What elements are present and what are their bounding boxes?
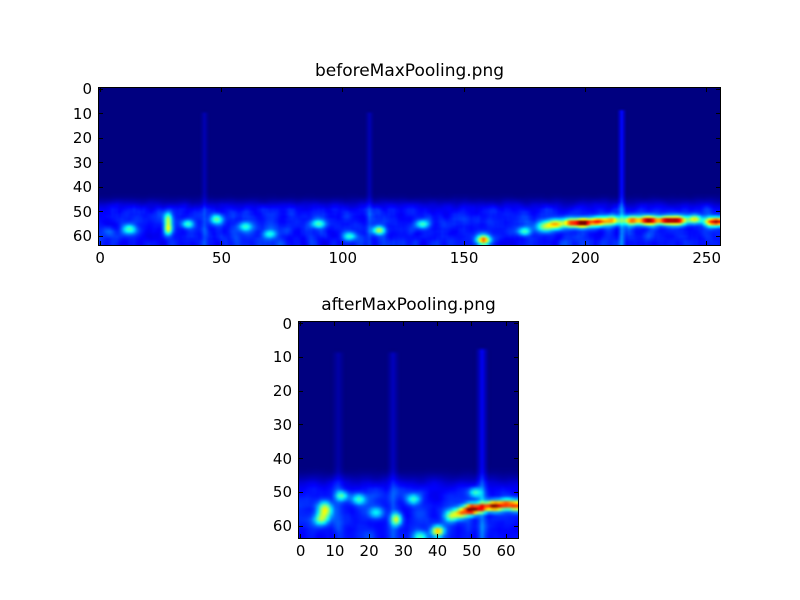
x-tick-mark bbox=[342, 241, 344, 245]
plot-title-after: afterMaxPooling.png bbox=[321, 295, 496, 315]
y-tick-mark bbox=[299, 390, 303, 392]
y-tick-label: 50 bbox=[72, 202, 92, 221]
x-tick-mark bbox=[463, 88, 465, 92]
x-tick-label: 250 bbox=[692, 249, 721, 267]
y-tick-label: 0 bbox=[82, 80, 92, 99]
y-tick-label: 20 bbox=[272, 382, 292, 401]
x-tick-mark bbox=[471, 534, 473, 538]
x-tick-mark bbox=[437, 534, 439, 538]
x-tick-mark bbox=[505, 534, 507, 538]
x-tick-mark bbox=[334, 534, 336, 538]
y-tick-mark bbox=[514, 525, 518, 527]
x-tick-mark bbox=[368, 534, 370, 538]
x-tick-label: 30 bbox=[393, 542, 413, 560]
y-tick-mark bbox=[99, 113, 103, 115]
y-tick-mark bbox=[299, 458, 303, 460]
y-tick-mark bbox=[99, 137, 103, 139]
y-tick-label: 40 bbox=[72, 178, 92, 197]
y-tick-mark bbox=[99, 88, 103, 90]
y-tick-mark bbox=[716, 162, 720, 164]
before-maxpooling-heatmap bbox=[99, 88, 720, 245]
x-tick-mark bbox=[368, 322, 370, 326]
x-tick-mark bbox=[99, 241, 101, 245]
x-tick-mark bbox=[334, 322, 336, 326]
x-tick-mark bbox=[221, 88, 222, 92]
y-tick-mark bbox=[716, 88, 720, 90]
before-maxpooling-plot: beforeMaxPooling.png 0 50 100 150 200 250 0 10 2… bbox=[73, 61, 721, 267]
y-tick-mark bbox=[716, 211, 720, 213]
y-tick-label: 60 bbox=[72, 227, 92, 246]
after-maxpooling-plot: afterMaxPooling.png 0 10 20 30 40 50 60 0 10 20 30… bbox=[273, 295, 519, 560]
y-tick-mark bbox=[299, 491, 303, 493]
x-tick-mark bbox=[584, 88, 586, 92]
y-tick-mark bbox=[514, 458, 518, 460]
y-tick-label: 10 bbox=[72, 104, 92, 123]
y-tick-label: 50 bbox=[272, 483, 292, 502]
x-tick-mark bbox=[706, 241, 708, 245]
x-tick-mark bbox=[342, 88, 344, 92]
y-tick-mark bbox=[514, 424, 518, 426]
x-tick-label: 200 bbox=[571, 249, 600, 267]
x-tick-label: 10 bbox=[325, 542, 345, 560]
y-tick-label: 10 bbox=[272, 348, 292, 367]
after-maxpooling-heatmap bbox=[299, 322, 518, 538]
y-tick-mark bbox=[99, 211, 103, 213]
x-tick-label: 20 bbox=[359, 542, 379, 560]
x-tick-label: 60 bbox=[496, 542, 516, 560]
y-tick-mark bbox=[514, 390, 518, 392]
y-tick-label: 60 bbox=[272, 517, 292, 536]
x-tick-mark bbox=[584, 241, 586, 245]
x-tick-label: 100 bbox=[328, 249, 358, 267]
y-tick-mark bbox=[299, 323, 303, 325]
y-tick-label: 20 bbox=[72, 129, 92, 148]
plot-title-before: beforeMaxPooling.png bbox=[314, 61, 505, 81]
y-tick-mark bbox=[716, 113, 720, 115]
y-tick-mark bbox=[299, 525, 303, 527]
y-tick-mark bbox=[514, 323, 518, 325]
y-tick-label: 30 bbox=[272, 415, 292, 434]
x-tick-mark bbox=[706, 88, 708, 92]
x-tick-label: 40 bbox=[428, 542, 448, 560]
x-tick-mark bbox=[402, 322, 404, 326]
y-tick-mark bbox=[99, 186, 103, 188]
y-tick-mark bbox=[716, 137, 720, 139]
y-tick-label: 30 bbox=[72, 153, 92, 172]
x-tick-label: 0 bbox=[95, 249, 105, 267]
x-tick-label: 0 bbox=[295, 542, 306, 560]
y-tick-mark bbox=[99, 235, 103, 237]
x-tick-label: 50 bbox=[211, 249, 232, 267]
x-tick-mark bbox=[221, 241, 222, 245]
y-tick-label: 0 bbox=[282, 314, 292, 333]
x-tick-mark bbox=[402, 534, 404, 538]
y-tick-mark bbox=[514, 491, 518, 493]
x-tick-mark bbox=[300, 534, 302, 538]
y-tick-mark bbox=[299, 424, 303, 426]
y-tick-mark bbox=[99, 162, 103, 164]
y-tick-label: 40 bbox=[272, 449, 292, 468]
y-tick-mark bbox=[716, 186, 720, 188]
y-tick-mark bbox=[514, 356, 518, 358]
x-tick-mark bbox=[99, 88, 101, 92]
y-tick-mark bbox=[299, 356, 303, 358]
x-tick-label: 50 bbox=[462, 542, 482, 560]
x-tick-mark bbox=[471, 322, 473, 326]
x-tick-mark bbox=[505, 322, 507, 326]
y-tick-mark bbox=[716, 235, 720, 237]
x-tick-label: 150 bbox=[449, 249, 479, 267]
x-tick-mark bbox=[463, 241, 465, 245]
x-tick-mark bbox=[437, 322, 439, 326]
